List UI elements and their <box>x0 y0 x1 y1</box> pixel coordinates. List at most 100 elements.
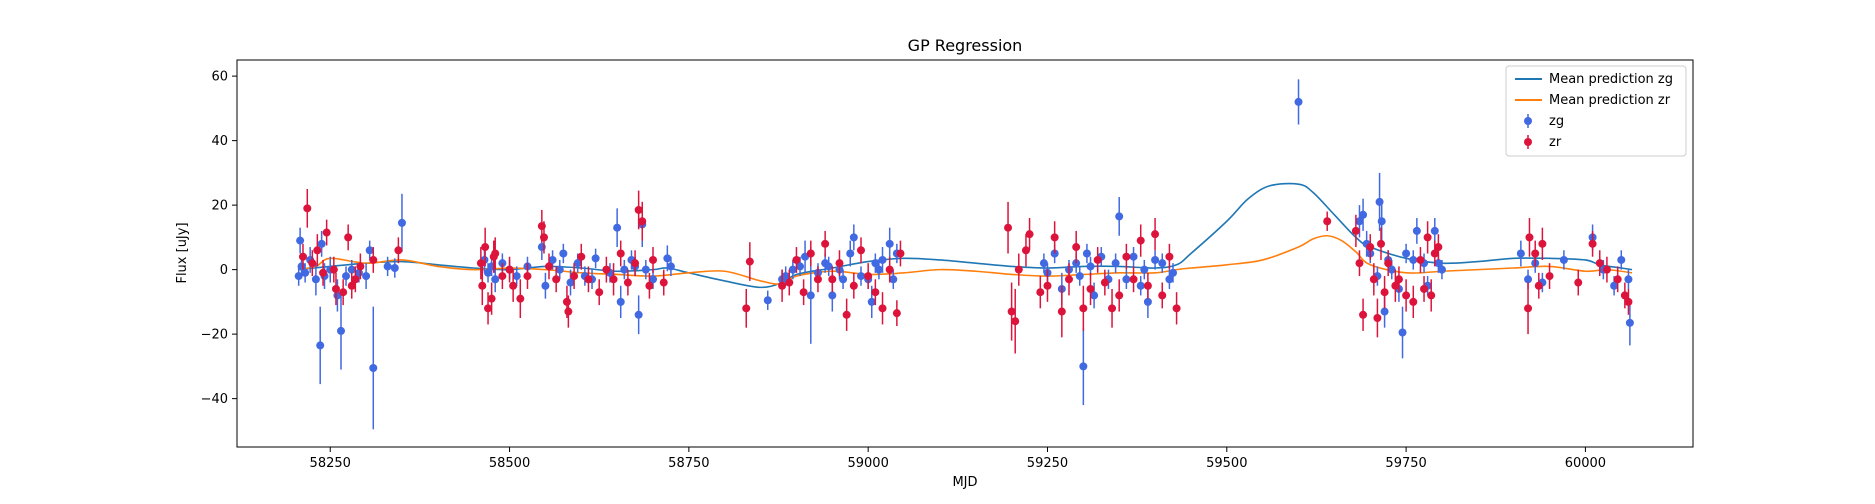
zr-data-point <box>1380 276 1389 309</box>
zr-marker <box>487 294 496 303</box>
zr-marker <box>595 288 604 297</box>
zg-data-point <box>824 256 833 277</box>
zg-marker <box>342 272 351 281</box>
zr-marker <box>1384 259 1393 268</box>
zg-data-point <box>1039 253 1048 273</box>
zr-marker <box>1351 226 1360 235</box>
zr-data-point <box>1434 234 1443 260</box>
zg-data-point <box>1516 240 1525 267</box>
zr-marker <box>1043 281 1052 290</box>
zr-data-point <box>1057 285 1066 338</box>
zr-marker <box>1373 314 1382 322</box>
zr-data-point <box>1014 253 1023 286</box>
zr-marker <box>1434 243 1443 252</box>
zg-marker <box>641 265 650 274</box>
zr-data-point <box>552 266 561 293</box>
zg-marker <box>1559 255 1568 264</box>
zr-data-point <box>564 295 573 328</box>
zg-data-point <box>857 266 865 286</box>
zr-data-point <box>351 266 360 293</box>
zr-data-point <box>509 269 518 302</box>
zr-data-point <box>1086 272 1095 306</box>
zg-data-point <box>311 263 320 296</box>
zr-data-point <box>1524 282 1533 335</box>
zr-marker <box>1524 304 1533 313</box>
zr-data-point <box>828 266 837 293</box>
zr-marker <box>1369 275 1378 284</box>
zg-data-point <box>634 295 643 335</box>
zr-data-point <box>313 234 322 267</box>
zg-data-point <box>591 248 600 269</box>
zr-marker <box>623 278 632 287</box>
zr-data-point <box>864 263 873 289</box>
zr-data-point <box>498 263 507 289</box>
zr-data-point <box>892 300 901 327</box>
legend: Mean prediction zg Mean prediction zr zg… <box>1505 65 1687 157</box>
zr-marker <box>842 310 851 319</box>
zr-marker <box>1115 291 1124 300</box>
zg-data-point <box>889 269 898 289</box>
zr-data-point <box>329 256 338 283</box>
zr-marker <box>1380 288 1389 297</box>
x-tick-label: 59000 <box>847 456 888 471</box>
zr-data-point <box>344 224 353 251</box>
zr-marker <box>1525 233 1534 242</box>
zg-data-point <box>301 263 310 283</box>
zr-marker <box>857 246 865 255</box>
zr-data-point <box>1588 230 1597 257</box>
zr-marker <box>1065 275 1073 284</box>
zg-marker <box>889 275 898 284</box>
zr-marker <box>1021 246 1030 255</box>
zr-data-point <box>1079 285 1088 331</box>
zr-marker <box>570 272 579 281</box>
zr-marker <box>347 281 356 290</box>
zg-marker <box>566 278 575 287</box>
zr-marker <box>308 259 317 268</box>
zg-data-point <box>316 306 325 385</box>
zr-marker <box>616 249 625 258</box>
zr-data-point <box>1004 201 1013 254</box>
zg-marker <box>311 275 320 284</box>
zg-marker <box>1140 265 1149 274</box>
zr-data-point <box>645 272 654 299</box>
zr-data-point <box>1021 234 1030 267</box>
zr-data-point <box>1143 272 1152 299</box>
zr-marker <box>1093 255 1102 264</box>
zr-marker <box>322 228 331 237</box>
zg-marker <box>365 246 374 255</box>
zr-marker <box>1420 284 1429 293</box>
zr-data-point <box>842 298 851 331</box>
zr-marker <box>896 249 905 258</box>
zr-data-point <box>649 247 657 273</box>
zr-data-point <box>878 292 887 325</box>
zr-marker <box>1136 236 1145 245</box>
zg-marker <box>296 236 305 245</box>
zg-data-point <box>1359 198 1368 231</box>
zr-marker <box>484 304 493 313</box>
zr-data-point <box>476 247 485 280</box>
zr-marker <box>806 249 815 258</box>
zr-marker <box>1366 243 1375 252</box>
y-axis: −40 −20 0 20 40 60 <box>201 70 237 407</box>
zr-data-point <box>523 263 532 289</box>
zg-marker <box>663 254 672 263</box>
zr-marker <box>516 294 525 303</box>
zg-marker <box>878 255 887 264</box>
zr-marker <box>792 255 801 264</box>
zr-marker <box>799 288 808 297</box>
x-tick-label: 60000 <box>1565 456 1606 471</box>
zr-marker <box>892 309 901 318</box>
zr-marker <box>339 288 348 297</box>
zg-data-point <box>1169 263 1177 283</box>
zr-marker <box>1534 281 1543 290</box>
zg-marker <box>620 265 629 274</box>
zr-data-point <box>1545 263 1554 289</box>
zg-marker <box>397 218 406 227</box>
legend-label-mean-zg: Mean prediction zg <box>1549 72 1673 87</box>
zr-data-point <box>1377 227 1385 260</box>
zr-marker <box>562 297 571 306</box>
zr-marker <box>649 255 657 264</box>
zg-data-point <box>1402 243 1411 264</box>
zr-data-point <box>570 263 579 289</box>
zg-data-point <box>1624 269 1633 289</box>
